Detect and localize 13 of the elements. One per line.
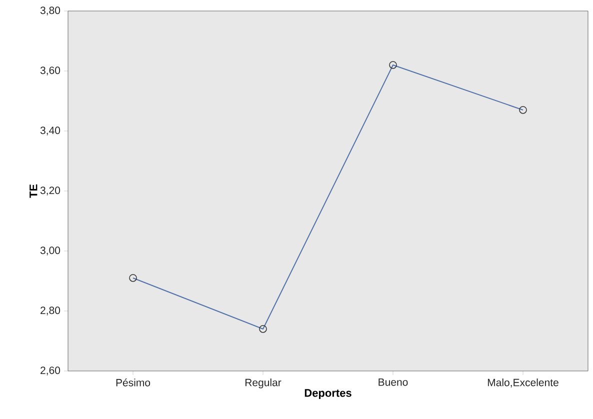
x-axis-title: Deportes — [304, 389, 352, 400]
x-tick-label: Malo,Excelente — [488, 378, 558, 388]
y-tick-label: 3,00 — [40, 246, 60, 256]
y-tick-label: 3,80 — [40, 6, 60, 16]
y-tick-label: 3,20 — [40, 186, 60, 196]
y-tick-label: 3,60 — [40, 66, 60, 76]
x-tick-label: Pésimo — [116, 378, 150, 386]
x-tick-label: Regular — [245, 378, 282, 388]
y-axis-title: TE — [30, 184, 38, 198]
y-tick-label: 2,60 — [40, 366, 60, 376]
y-tick-label: 3,40 — [40, 126, 60, 136]
x-tick-label: Bueno — [378, 378, 408, 386]
y-tick-label: 2,80 — [40, 306, 60, 316]
